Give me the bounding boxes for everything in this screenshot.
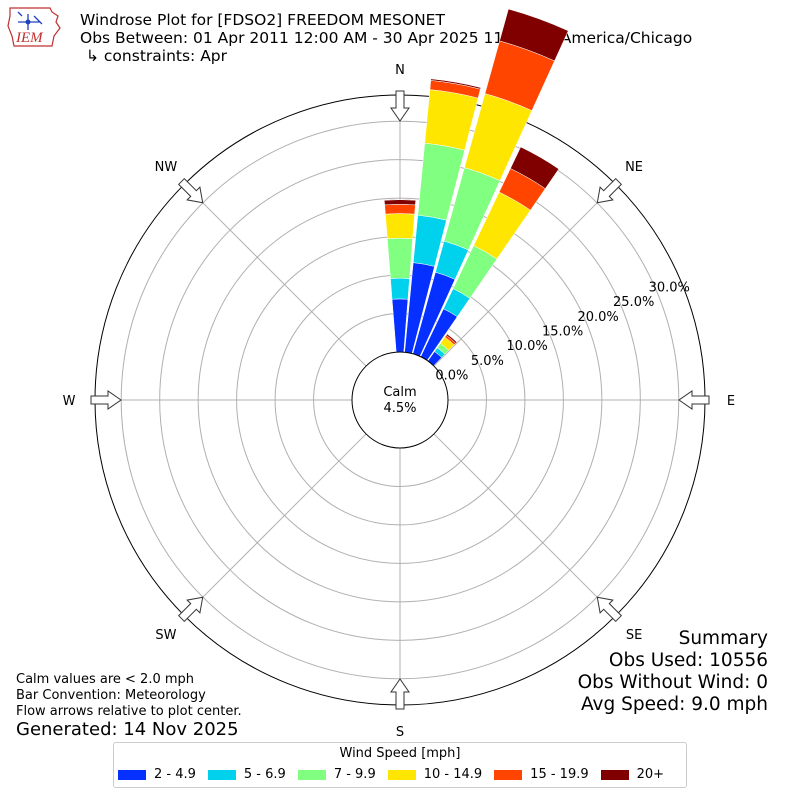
flow-arrow-icon [678,390,710,410]
legend-swatch [387,769,416,780]
flow-arrow-icon [596,177,623,204]
legend-label: 20+ [636,767,665,782]
radial-tick-label: 20.0% [577,310,618,325]
legend-item: 5 - 6.9 [207,767,286,782]
legend-item: 7 - 9.9 [297,767,376,782]
note-convention: Bar Convention: Meteorology [16,688,206,703]
direction-label-s: S [396,725,404,740]
calm-circle [351,351,449,449]
flow-arrow-icon [90,390,122,410]
grid-spoke [183,183,367,367]
legend-items: 2 - 4.9 5 - 6.9 7 - 9.9 10 - 14.9 15 - 19.9 2… [118,767,664,782]
radial-tick-label: 25.0% [613,295,654,310]
grid-spoke [433,183,617,367]
legend-item: 15 - 19.9 [494,767,589,782]
radial-tick-label: 15.0% [542,324,583,339]
summary-obs-without-wind: Obs Without Wind: 0 [577,672,768,693]
summary-avg-speed: Avg Speed: 9.0 mph [580,694,768,715]
radial-tick-label: 10.0% [506,339,547,354]
windrose-bar-segment [384,204,416,215]
windrose-bar-segment [390,277,410,300]
summary-obs-used: Obs Used: 10556 [608,650,768,671]
legend-item: 10 - 14.9 [387,767,483,782]
flow-arrow-icon [177,596,204,623]
radial-tick-label: 30.0% [649,280,690,295]
note-flow: Flow arrows relative to plot center. [16,704,242,719]
summary-panel: Summary Obs Used: 10556 Obs Without Wind… [578,628,768,716]
legend-swatch [118,769,146,780]
legend: Wind Speed [mph] 2 - 4.9 5 - 6.9 7 - 9.9 10… [113,742,687,788]
radial-tick-label: 0.0% [435,369,468,384]
iem-state-logo-icon [7,7,61,47]
legend-swatch [297,769,326,780]
windrose-bar-segment [424,89,479,151]
windrose-bar-segment [499,8,569,62]
flow-arrow-icon [596,596,623,623]
legend-swatch [207,769,236,780]
windrose-bar-segment [384,199,416,206]
windrose-bar-segment [445,333,458,344]
iem-logo-text: IEM [16,30,43,46]
legend-swatch [600,769,629,780]
summary-title: Summary [678,628,768,649]
notes-panel: Calm values are < 2.0 mph Bar Convention… [16,672,242,720]
radial-tick-label: 5.0% [471,354,504,369]
calm-value: 4.5% [383,401,416,416]
direction-label-n: N [395,63,405,78]
flow-arrow-icon [390,90,410,122]
legend-item: 2 - 4.9 [118,767,196,782]
legend-label: 5 - 6.9 [243,767,286,782]
iem-logo: IEM [4,6,64,50]
windrose-bar-segment [510,146,560,189]
flow-arrow-icon [177,177,204,204]
direction-label-ne: NE [625,160,643,175]
calm-label: Calm [383,385,416,400]
legend-swatch [494,769,523,780]
direction-label-se: SE [626,628,642,643]
direction-label-e: E [727,394,735,409]
direction-label-w: W [63,394,76,409]
legend-label: 15 - 19.9 [530,767,589,782]
constraints-label: ↳ constraints: Apr [86,47,228,65]
windrose-bar-segment [385,213,415,239]
grid-spoke [433,433,617,617]
legend-label: 10 - 14.9 [423,767,483,782]
generated-date: Generated: 14 Nov 2025 [16,719,239,740]
grid-spoke [183,433,367,617]
windrose-bar-segment [387,237,413,279]
note-calm: Calm values are < 2.0 mph [16,672,195,687]
legend-label: 2 - 4.9 [154,767,196,782]
flow-arrow-icon [390,678,410,710]
legend-title: Wind Speed [mph] [339,746,461,761]
legend-item: 20+ [600,767,665,782]
direction-label-sw: SW [155,628,176,643]
windrose-bar-segment [430,78,482,90]
chart-title: Windrose Plot for [FDSO2] FREEDOM MESONE… [80,11,445,29]
direction-label-nw: NW [155,160,178,175]
legend-label: 7 - 9.9 [333,767,376,782]
